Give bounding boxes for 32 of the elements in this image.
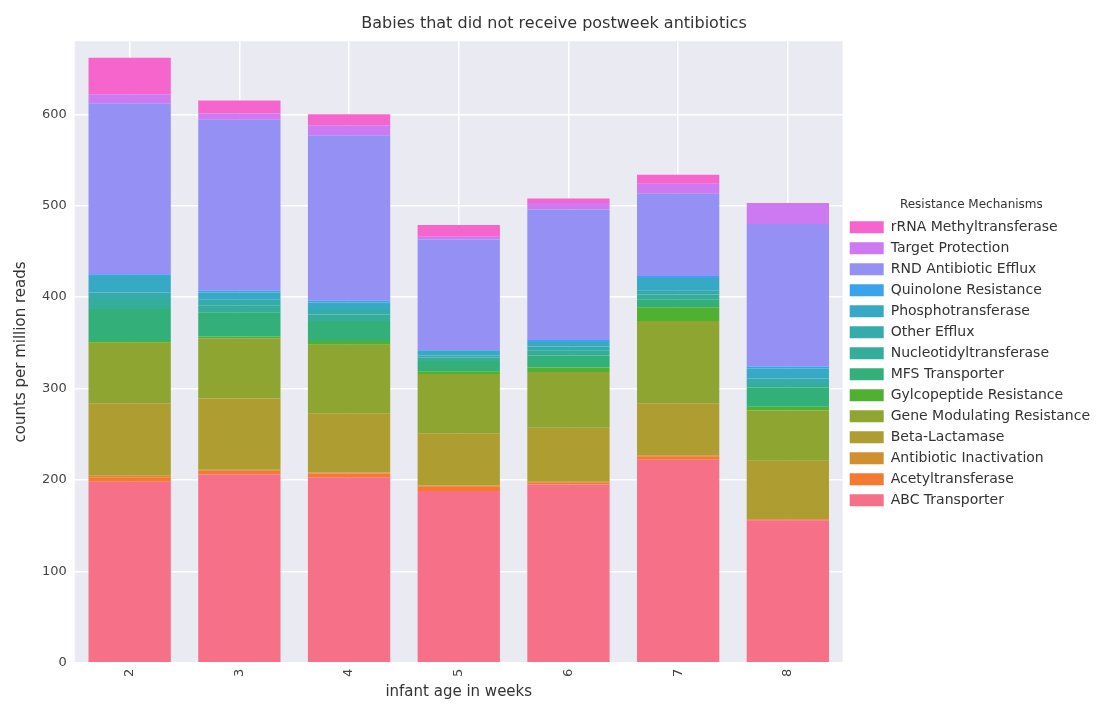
legend-label: ABC Transporter [890,490,1005,507]
x-tick-label: 8 [779,668,795,678]
y-axis-title: counts per million reads [10,261,29,443]
legend-label: RND Antibiotic Efflux [890,259,1037,276]
legend-label: Antibiotic Inactivation [890,448,1044,465]
legend-label: Nucleotidyltransferase [890,343,1050,360]
x-tick-label: 6 [559,668,575,678]
x-tick-label: 2 [121,668,137,678]
y-tick-label: 0 [58,654,67,670]
legend-label: Gylcopeptide Resistance [890,385,1064,402]
y-tick-label: 600 [41,105,67,121]
legend-label: MFS Transporter [890,364,1005,381]
legend-label: Other Efflux [890,322,975,339]
legend-label: rRNA Methyltransferase [890,217,1058,234]
y-tick-label: 100 [41,562,67,578]
y-tick-label: 200 [41,471,67,487]
x-axis-title: infant age in weeks [385,681,533,700]
chart-title: Babies that did not receive postweek antibiotics [361,12,747,32]
legend-label: Phosphotransferase [890,301,1030,318]
y-tick-label: 500 [41,197,67,213]
legend-label: Gene Modulating Resistance [890,406,1091,423]
x-tick-label: 3 [230,668,246,678]
legend-label: Quinolone Resistance [890,280,1042,297]
x-tick-label: 5 [450,668,466,678]
legend-label: Beta-Lactamase [890,427,1005,444]
y-tick-label: 300 [41,379,67,395]
x-tick-label: 4 [340,668,356,678]
y-tick-label: 400 [41,288,67,304]
legend-label: Target Protection [889,238,1010,255]
x-tick-label: 7 [669,668,685,678]
legend-title: Resistance Mechanisms [899,196,1043,211]
legend-label: Acetyltransferase [890,469,1014,486]
